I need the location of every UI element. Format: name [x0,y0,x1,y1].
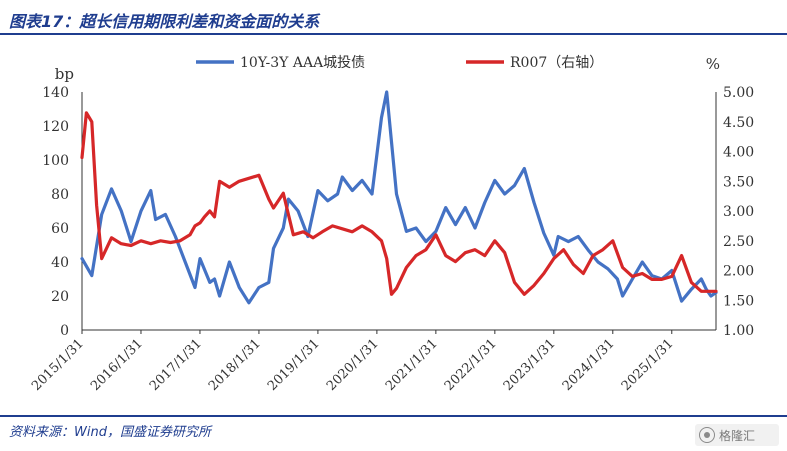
left-tick-label: 60 [51,221,69,237]
right-tick-label: 2.00 [723,264,754,280]
legend-label-0: 10Y-3Y AAA城投债 [240,55,365,71]
right-tick-label: 4.00 [723,145,754,161]
watermark-text: 格隆汇 [719,429,756,443]
right-tick-label: 2.50 [723,234,754,250]
left-tick-label: 0 [60,323,69,339]
x-tick-label: 2016/1/31 [88,336,146,394]
legend-label-1: R007（右轴） [510,55,603,71]
x-tick-label: 2019/1/31 [265,336,323,394]
x-tick-label: 2015/1/31 [29,336,87,394]
x-tick-label: 2023/1/31 [501,336,559,394]
source-note: 资料来源：Wind，国盛证券研究所 [9,425,211,440]
watermark: 格隆汇 [695,424,779,446]
title-bar: 图表17：超长信用期限利差和资金面的关系 [0,0,787,40]
x-tick-label: 2017/1/31 [147,336,205,394]
right-axis-unit: % [706,55,720,73]
x-tick-label: 2022/1/31 [442,336,500,394]
right-tick-label: 1.50 [723,293,754,309]
right-tick-label: 5.00 [723,85,754,101]
watermark-logo-icon [699,427,715,443]
right-tick-label: 4.50 [723,115,754,131]
x-tick-label: 2020/1/31 [324,336,382,394]
left-tick-label: 100 [42,153,69,169]
chart-title: 图表17：超长信用期限利差和资金面的关系 [9,12,320,31]
series-line-r007 [80,111,718,296]
chart-area: 0 20 40 60 80 100 120 140 bp 1.00 1.50 2.00 2.50 3.00… [0,36,787,414]
left-tick-label: 120 [42,119,69,135]
x-tick-label: 2024/1/31 [560,336,618,394]
left-tick-label: 20 [51,289,69,305]
title-divider [0,33,787,35]
right-tick-label: 3.50 [723,174,754,190]
left-tick-label: 140 [42,85,69,101]
left-tick-label: 40 [51,255,69,271]
source-divider [0,415,787,417]
x-tick-label: 2025/1/31 [619,336,677,394]
right-tick-label: 1.00 [723,323,754,339]
x-tick-label: 2021/1/31 [383,336,441,394]
left-tick-label: 80 [51,187,69,203]
right-tick-label: 3.00 [723,204,754,220]
chart-svg: 0 20 40 60 80 100 120 140 bp 1.00 1.50 2.00 2.50 3.00… [29,55,754,394]
left-axis-unit: bp [55,65,74,83]
x-tick-label: 2018/1/31 [206,336,264,394]
series-line-spread [80,90,718,305]
